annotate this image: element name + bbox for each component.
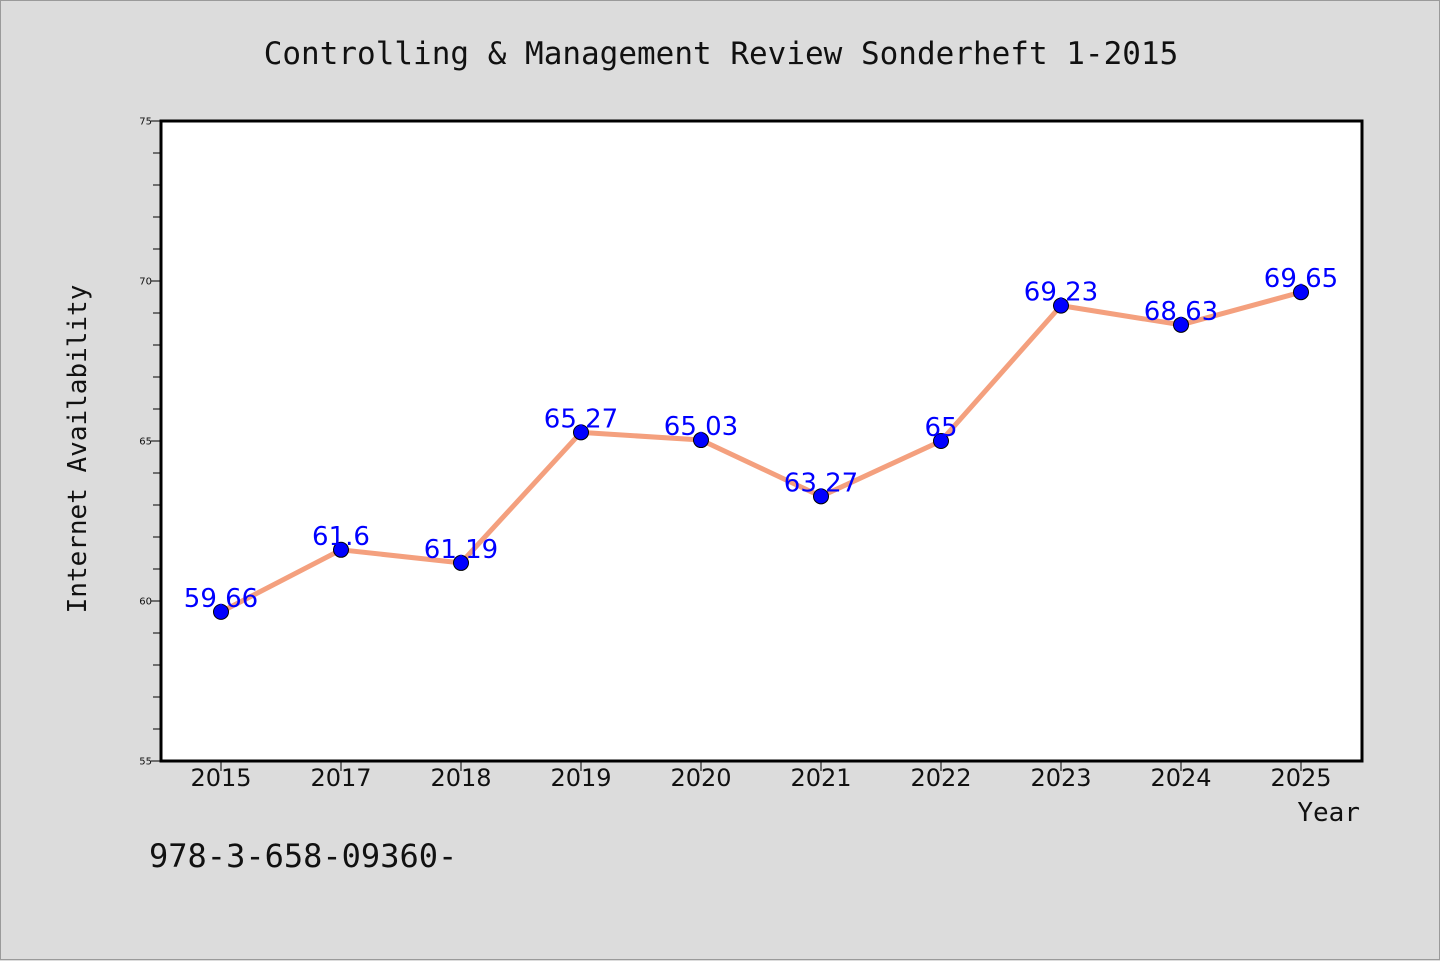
data-label: 65.03 xyxy=(664,412,738,442)
data-point xyxy=(213,603,229,620)
data-label: 61.19 xyxy=(424,535,498,565)
data-label: 65.27 xyxy=(544,404,618,434)
x-tick-label: 2025 xyxy=(1270,764,1331,792)
data-point xyxy=(333,541,349,558)
y-tick-label: 55 xyxy=(139,757,152,768)
y-axis-title: Internet Availability xyxy=(63,285,93,614)
x-tick-label: 2017 xyxy=(310,764,371,792)
footer-code: 978-3-658-09360- xyxy=(149,837,457,875)
y-tick-label: 70 xyxy=(139,277,152,288)
data-label: 59.66 xyxy=(184,584,258,614)
y-tick-label: 65 xyxy=(139,437,152,448)
x-tick-label: 2018 xyxy=(430,764,491,792)
data-label: 61.6 xyxy=(312,522,370,552)
series-internet-availability xyxy=(213,284,1309,620)
data-label: 63.27 xyxy=(784,468,858,498)
plot-area xyxy=(159,119,1364,763)
x-axis: 2015 2017 2018 2019 2020 2021 2022 2023 2024 2025 xyxy=(190,761,1332,792)
y-tick-label: 75 xyxy=(139,117,152,128)
data-point xyxy=(1293,284,1309,301)
data-label: 69.65 xyxy=(1264,264,1338,294)
x-tick-label: 2022 xyxy=(910,764,971,792)
data-point xyxy=(1053,297,1069,314)
data-label: 69.23 xyxy=(1024,278,1098,308)
data-label: 65 xyxy=(924,413,957,443)
x-tick-label: 2021 xyxy=(790,764,851,792)
data-label: 68.63 xyxy=(1144,297,1218,327)
y-axis: 55 60 65 70 75 xyxy=(139,117,161,768)
data-point xyxy=(813,488,829,505)
data-labels: 59.66 61.6 61.19 65.27 65.03 63.27 65 69.23 68.6… xyxy=(184,264,1338,614)
data-point xyxy=(453,554,469,571)
data-point xyxy=(573,424,589,441)
x-tick-label: 2024 xyxy=(1150,764,1211,792)
chart-title: Controlling & Management Review Sonderhe… xyxy=(264,36,1179,72)
y-tick-label: 60 xyxy=(139,597,152,608)
x-tick-label: 2020 xyxy=(670,764,731,792)
x-axis-title: Year xyxy=(1297,798,1360,828)
series-line xyxy=(219,289,1302,615)
data-point xyxy=(933,433,949,449)
data-point xyxy=(1173,316,1189,333)
data-point xyxy=(693,432,709,449)
x-tick-label: 2015 xyxy=(190,764,251,792)
x-tick-label: 2023 xyxy=(1030,764,1091,792)
x-tick-label: 2019 xyxy=(550,764,611,792)
